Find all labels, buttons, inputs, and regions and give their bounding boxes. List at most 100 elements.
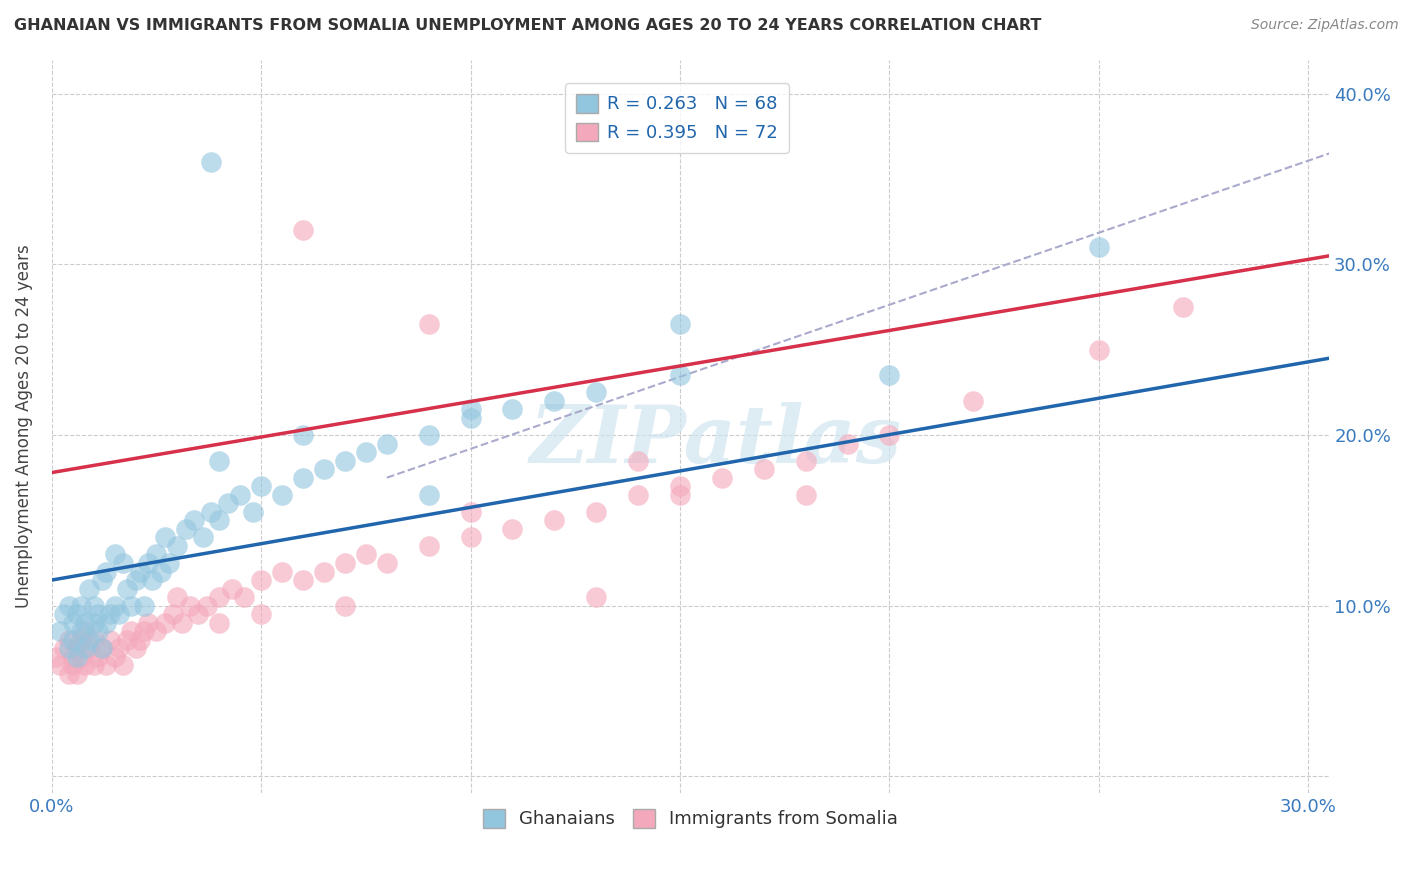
Point [669,479,692,493]
Point [79,632,101,647]
Point [752,462,775,476]
Point [200,505,222,519]
Point [87,649,110,664]
Point [166,539,188,553]
Point [543,393,565,408]
Point [208,590,231,604]
Point [91,641,114,656]
Point [312,565,335,579]
Point [91,641,114,656]
Point [66,607,89,622]
Point [460,530,482,544]
Point [333,556,356,570]
Point [124,573,146,587]
Point [53,607,76,622]
Point [75,658,97,673]
Point [502,522,524,536]
Point [162,607,184,622]
Point [418,539,440,553]
Point [124,641,146,656]
Point [66,649,89,664]
Point [83,599,105,613]
Point [120,599,142,613]
Point [460,505,482,519]
Point [45,649,67,664]
Point [418,317,440,331]
Point [962,393,984,408]
Point [66,641,89,656]
Point [333,599,356,613]
Point [233,590,256,604]
Point [187,607,209,622]
Point [585,505,607,519]
Point [1171,300,1194,314]
Point [157,556,180,570]
Point [62,632,84,647]
Point [103,649,125,664]
Point [75,615,97,630]
Point [136,615,159,630]
Point [79,641,101,656]
Point [208,615,231,630]
Point [111,556,134,570]
Point [120,624,142,639]
Point [103,599,125,613]
Point [585,385,607,400]
Text: Source: ZipAtlas.com: Source: ZipAtlas.com [1251,18,1399,32]
Point [418,488,440,502]
Point [242,505,264,519]
Point [58,666,80,681]
Point [53,641,76,656]
Point [312,462,335,476]
Point [1088,343,1111,357]
Point [195,599,218,613]
Point [879,368,901,383]
Point [292,428,315,442]
Point [58,641,80,656]
Point [70,632,93,647]
Point [70,599,93,613]
Point [418,428,440,442]
Point [107,607,129,622]
Point [58,632,80,647]
Point [107,641,129,656]
Point [96,658,118,673]
Point [145,624,167,639]
Point [710,471,733,485]
Point [837,436,859,450]
Point [174,522,197,536]
Point [879,428,901,442]
Point [70,649,93,664]
Text: GHANAIAN VS IMMIGRANTS FROM SOMALIA UNEMPLOYMENT AMONG AGES 20 TO 24 YEARS CORRE: GHANAIAN VS IMMIGRANTS FROM SOMALIA UNEM… [14,18,1042,33]
Point [250,573,273,587]
Point [669,317,692,331]
Point [229,488,252,502]
Point [132,624,155,639]
Point [354,445,377,459]
Point [83,632,105,647]
Point [669,368,692,383]
Point [271,488,294,502]
Point [221,582,243,596]
Point [208,513,231,527]
Point [292,471,315,485]
Point [627,453,650,467]
Point [271,565,294,579]
Point [375,436,398,450]
Point [333,453,356,467]
Legend: Ghanaians, Immigrants from Somalia: Ghanaians, Immigrants from Somalia [475,802,905,836]
Point [208,453,231,467]
Point [87,624,110,639]
Y-axis label: Unemployment Among Ages 20 to 24 years: Unemployment Among Ages 20 to 24 years [15,244,32,608]
Point [103,548,125,562]
Point [354,548,377,562]
Point [132,599,155,613]
Point [58,599,80,613]
Point [1088,240,1111,254]
Point [460,402,482,417]
Point [62,658,84,673]
Point [794,453,817,467]
Point [585,590,607,604]
Point [292,223,315,237]
Point [191,530,214,544]
